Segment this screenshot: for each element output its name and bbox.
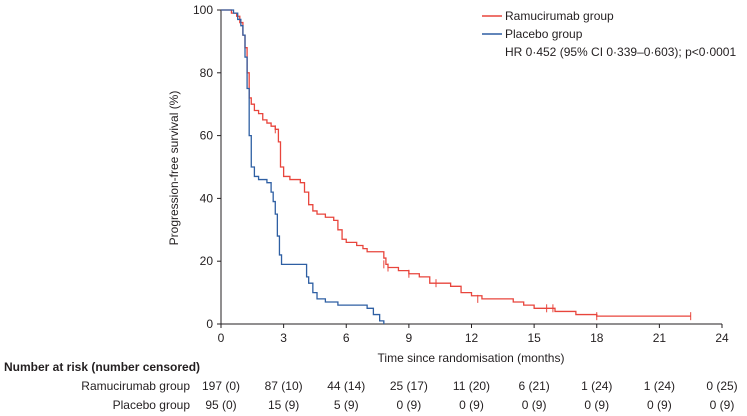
x-axis-label: Time since randomisation (months) bbox=[378, 351, 565, 365]
risk-row-label: Placebo group bbox=[112, 398, 190, 412]
y-tick-label: 60 bbox=[200, 129, 214, 143]
risk-cell: 25 (17) bbox=[389, 379, 428, 393]
x-tick-label: 6 bbox=[343, 331, 350, 345]
risk-cell: 0 (9) bbox=[709, 398, 735, 412]
risk-cell: 95 (0) bbox=[205, 398, 237, 412]
risk-cell: 1 (24) bbox=[643, 379, 676, 393]
y-axis-label: Progression-free survival (%) bbox=[167, 91, 181, 246]
hazard-ratio-annotation: HR 0·452 (95% CI 0·339–0·603); p<0·0001 bbox=[505, 45, 736, 59]
risk-cell: 0 (9) bbox=[459, 398, 484, 412]
risk-cell: 0 (25) bbox=[706, 379, 738, 393]
legend-label-ramucirumab: Ramucirumab group bbox=[505, 9, 614, 23]
risk-cell: 197 (0) bbox=[201, 379, 241, 393]
x-tick-label: 18 bbox=[590, 331, 604, 345]
x-tick-label: 21 bbox=[653, 331, 667, 345]
series-line-0 bbox=[221, 9, 691, 317]
risk-cell: 11 (20) bbox=[452, 379, 491, 393]
risk-table-title: Number at risk (number censored) bbox=[4, 360, 201, 374]
risk-cell: 5 (9) bbox=[333, 398, 359, 412]
y-tick-label: 40 bbox=[200, 191, 214, 205]
x-tick-label: 3 bbox=[280, 331, 287, 345]
x-tick-label: 24 bbox=[715, 331, 729, 345]
x-tick-label: 9 bbox=[406, 331, 413, 345]
axes: 0 3 6 9 12 15 18 21 24 0 20 40 60 80 100 bbox=[193, 3, 729, 345]
risk-cell: 0 (9) bbox=[647, 398, 672, 412]
legend: Ramucirumab group Placebo group HR 0·452… bbox=[482, 9, 736, 59]
y-tick-label: 100 bbox=[193, 3, 213, 17]
x-tick-label: 12 bbox=[465, 331, 479, 345]
risk-cell: 6 (21) bbox=[518, 379, 550, 393]
risk-cell: 0 (9) bbox=[396, 398, 422, 412]
risk-cell: 87 (10) bbox=[264, 379, 303, 393]
risk-cell: 1 (24) bbox=[581, 379, 613, 393]
x-tick-label: 0 bbox=[218, 331, 225, 345]
series-layer bbox=[221, 9, 692, 324]
y-tick-label: 20 bbox=[200, 254, 214, 268]
risk-cell: 15 (9) bbox=[267, 398, 300, 412]
risk-cell: 0 (9) bbox=[521, 398, 547, 412]
series-line-1 bbox=[221, 9, 385, 324]
risk-row-label: Ramucirumab group bbox=[81, 379, 190, 393]
legend-label-placebo: Placebo group bbox=[505, 27, 583, 41]
risk-cell: 0 (9) bbox=[584, 398, 610, 412]
x-tick-label: 15 bbox=[527, 331, 541, 345]
risk-cell: 44 (14) bbox=[327, 379, 366, 393]
y-tick-label: 80 bbox=[200, 66, 214, 80]
y-tick-label: 0 bbox=[206, 317, 213, 331]
